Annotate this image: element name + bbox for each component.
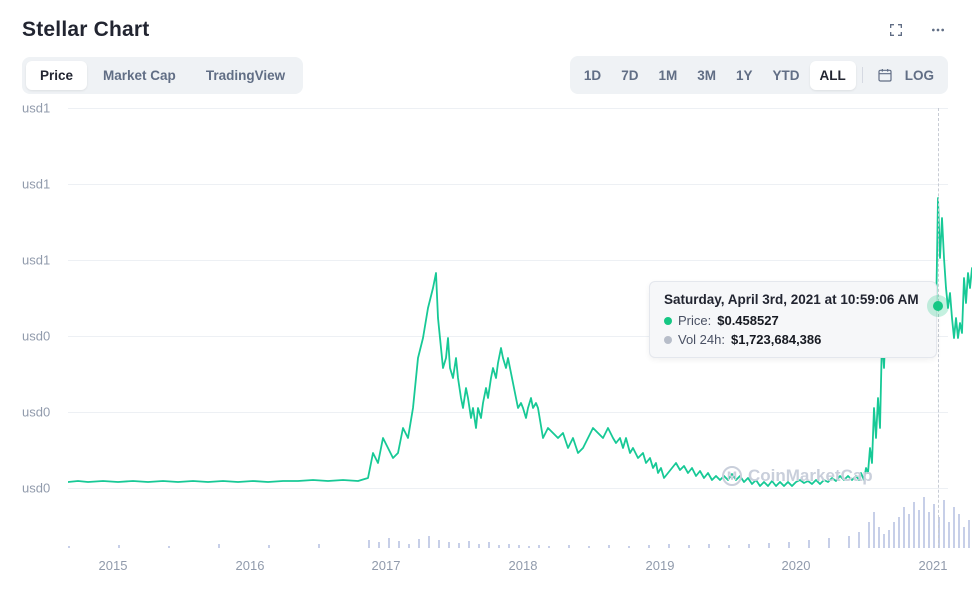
chart-type-tabs: Price Market Cap TradingView (22, 57, 303, 94)
log-toggle[interactable]: LOG (901, 61, 944, 90)
calendar-icon[interactable] (869, 60, 901, 90)
y-axis-labels: usd1 usd1 usd1 usd0 usd0 usd0 (22, 108, 68, 488)
header-icons (886, 20, 948, 40)
y-label-1: usd1 (22, 177, 50, 192)
range-7d[interactable]: 7D (611, 61, 648, 90)
x-label-2020: 2020 (782, 558, 811, 573)
cmc-logo-icon: M (722, 466, 742, 486)
y-label-2: usd1 (22, 253, 50, 268)
x-label-2019: 2019 (646, 558, 675, 573)
chart-plot-area: usd1 usd1 usd1 usd0 usd0 usd0 (22, 108, 948, 576)
x-label-2015: 2015 (99, 558, 128, 573)
more-options-icon[interactable] (928, 20, 948, 40)
y-label-5: usd0 (22, 481, 50, 496)
x-axis-labels: 2015 2016 2017 2018 2019 2020 2021 (68, 558, 948, 578)
y-label-0: usd1 (22, 101, 50, 116)
page-title: Stellar Chart (22, 18, 149, 42)
x-label-2016: 2016 (236, 558, 265, 573)
tooltip-vol-value: $1,723,684,386 (731, 332, 821, 347)
tab-market-cap[interactable]: Market Cap (89, 61, 190, 90)
range-1m[interactable]: 1M (648, 61, 687, 90)
tooltip-price-value: $0.458527 (717, 313, 778, 328)
volume-dot-icon (664, 336, 672, 344)
x-label-2017: 2017 (372, 558, 401, 573)
y-label-4: usd0 (22, 405, 50, 420)
tabs-row: Price Market Cap TradingView 1D 7D 1M 3M… (0, 42, 972, 94)
hover-vline (938, 108, 939, 548)
volume-bar-chart[interactable] (68, 492, 972, 548)
header-bar: Stellar Chart (0, 0, 972, 42)
tooltip-vol-label: Vol 24h: (678, 332, 725, 347)
tab-price[interactable]: Price (26, 61, 87, 90)
watermark-text: CoinMarketCap (748, 466, 873, 486)
price-dot-icon (664, 317, 672, 325)
range-divider (862, 67, 863, 83)
x-label-2018: 2018 (509, 558, 538, 573)
range-ytd[interactable]: YTD (763, 61, 810, 90)
fullscreen-icon[interactable] (886, 20, 906, 40)
tooltip-volume-row: Vol 24h: $1,723,684,386 (664, 332, 922, 347)
range-all[interactable]: ALL (810, 61, 856, 90)
tab-tradingview[interactable]: TradingView (192, 61, 299, 90)
range-3m[interactable]: 3M (687, 61, 726, 90)
price-tooltip: Saturday, April 3rd, 2021 at 10:59:06 AM… (649, 281, 937, 358)
x-label-2021: 2021 (919, 558, 948, 573)
y-label-3: usd0 (22, 329, 50, 344)
tooltip-price-label: Price: (678, 313, 711, 328)
coinmarketcap-watermark: M CoinMarketCap (722, 466, 873, 486)
range-tabs: 1D 7D 1M 3M 1Y YTD ALL LOG (570, 56, 948, 94)
current-price-dot[interactable] (933, 301, 943, 311)
stellar-chart-app: Stellar Chart Price Market Cap TradingVi… (0, 0, 972, 597)
range-1d[interactable]: 1D (574, 61, 611, 90)
tooltip-price-row: Price: $0.458527 (664, 313, 922, 328)
tooltip-date: Saturday, April 3rd, 2021 at 10:59:06 AM (664, 292, 922, 307)
range-1y[interactable]: 1Y (726, 61, 763, 90)
